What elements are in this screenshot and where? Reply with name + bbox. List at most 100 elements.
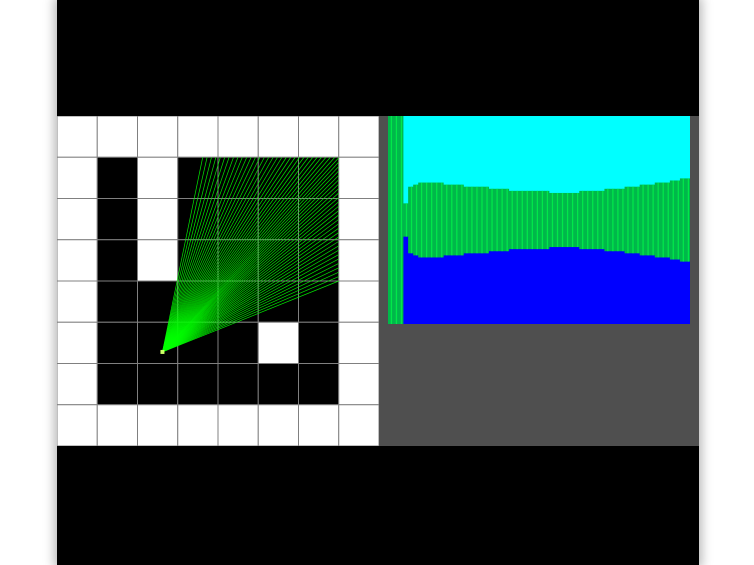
wall-column	[443, 185, 448, 256]
wall-column	[418, 183, 423, 258]
wall-column	[489, 189, 494, 251]
map-wall-cell	[339, 157, 379, 198]
wall-column	[645, 185, 650, 256]
wall-column-stripe	[431, 183, 432, 258]
wall-column	[469, 187, 474, 254]
wall-column	[564, 193, 569, 247]
map-floor-cell	[178, 364, 218, 405]
wall-column-stripe	[602, 191, 603, 249]
wall-column	[519, 191, 524, 249]
wall-column	[539, 191, 544, 249]
map-floor-cell	[258, 281, 298, 322]
map-floor-cell	[178, 157, 218, 198]
map-wall-cell	[299, 116, 339, 157]
wall-column	[549, 193, 554, 247]
wall-column	[484, 187, 489, 254]
map-floor-cell	[218, 322, 258, 363]
wall-column	[388, 116, 393, 324]
map-wall-cell	[138, 240, 178, 281]
map-wall-cell	[218, 116, 258, 157]
wall-column	[615, 189, 620, 251]
wall-column-stripe	[663, 183, 664, 258]
wall-column-stripe	[552, 193, 553, 247]
wall-column-stripe	[466, 187, 467, 254]
map-wall-cell	[57, 322, 97, 363]
wall-column	[433, 183, 438, 258]
wall-column	[670, 180, 675, 259]
wall-column	[408, 187, 413, 254]
map-wall-cell	[138, 157, 178, 198]
wall-column-stripe	[507, 189, 508, 251]
wall-column-stripe	[421, 183, 422, 258]
map-wall-cell	[138, 405, 178, 446]
wall-column-stripe	[396, 116, 397, 324]
wall-column	[554, 193, 559, 247]
first-person-view	[388, 116, 690, 324]
wall-column-stripe	[688, 178, 689, 261]
wall-column-stripe	[622, 189, 623, 251]
map-floor-cell	[97, 157, 137, 198]
map-wall-cell	[138, 199, 178, 240]
wall-column-stripe	[582, 191, 583, 249]
wall-column	[640, 185, 645, 256]
wall-column-stripe	[673, 180, 674, 259]
wall-column	[504, 189, 509, 251]
wall-column-stripe	[567, 193, 568, 247]
map-wall-cell	[218, 405, 258, 446]
wall-column	[509, 191, 514, 249]
wall-column	[499, 189, 504, 251]
map-wall-cell	[57, 157, 97, 198]
map-floor-cell	[97, 364, 137, 405]
wall-column-stripe	[537, 191, 538, 249]
map-wall-cell	[97, 405, 137, 446]
map-floor-cell	[299, 281, 339, 322]
wall-column-stripe	[496, 189, 497, 251]
wall-column-stripe	[426, 183, 427, 258]
wall-column	[625, 187, 630, 254]
wall-column-stripe	[617, 189, 618, 251]
wall-column	[428, 183, 433, 258]
wall-column	[438, 183, 443, 258]
wall-column-stripe	[597, 191, 598, 249]
wall-column	[589, 191, 594, 249]
map-wall-cell	[138, 116, 178, 157]
player-marker-group	[160, 350, 164, 354]
wall-column	[584, 191, 589, 249]
wall-column	[403, 203, 408, 236]
map-wall-cell	[339, 281, 379, 322]
wall-column-stripe	[572, 193, 573, 247]
wall-column	[660, 183, 665, 258]
wall-column-stripe	[637, 187, 638, 254]
map-wall-cell	[299, 405, 339, 446]
map-wall-cell	[258, 116, 298, 157]
wall-column-stripe	[542, 191, 543, 249]
wall-column	[398, 116, 403, 324]
map-wall-cell	[178, 405, 218, 446]
wall-column-stripe	[451, 185, 452, 256]
wall-column-stripe	[532, 191, 533, 249]
wall-column-stripe	[446, 185, 447, 256]
wall-column-stripe	[527, 191, 528, 249]
wall-column	[534, 191, 539, 249]
map-wall-cell	[178, 116, 218, 157]
wall-column-stripe	[642, 185, 643, 256]
map-wall-cell	[258, 322, 298, 363]
wall-column-stripe	[502, 189, 503, 251]
wall-column	[635, 187, 640, 254]
map-wall-cell	[258, 405, 298, 446]
wall-column	[529, 191, 534, 249]
wall-column	[680, 178, 685, 261]
map-wall-cell	[57, 364, 97, 405]
map-floor-cell	[258, 364, 298, 405]
map-wall-cell	[339, 116, 379, 157]
wall-column-stripe	[512, 191, 513, 249]
map-wall-cell	[339, 405, 379, 446]
map-wall-cell	[339, 322, 379, 363]
wall-column-stripe	[647, 185, 648, 256]
map-wall-cell	[339, 364, 379, 405]
wall-column	[604, 189, 609, 251]
wall-column-stripe	[406, 203, 407, 236]
wall-column	[559, 193, 564, 247]
wall-column-stripe	[517, 191, 518, 249]
